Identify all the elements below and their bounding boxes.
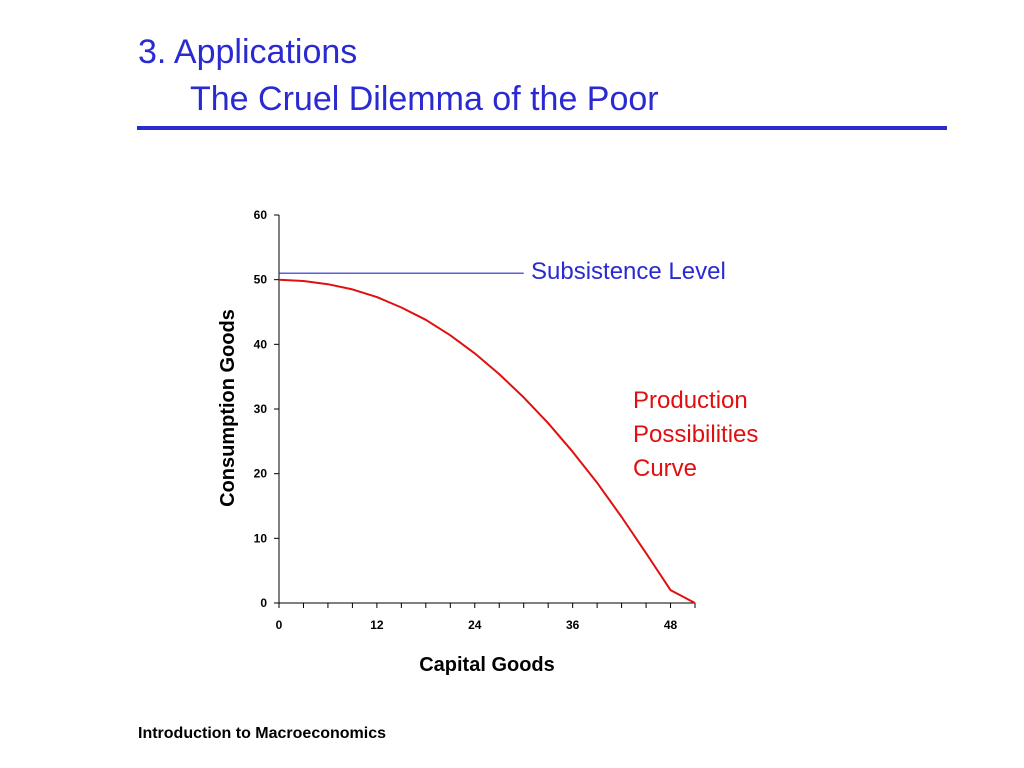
y-axis-title: Consumption Goods	[217, 309, 239, 507]
y-tick-label: 20	[254, 467, 268, 481]
annotation-ppc-line-1: Production	[633, 387, 748, 414]
y-tick-label: 50	[254, 273, 268, 287]
footer-text: Introduction to Macroeconomics	[138, 725, 387, 742]
y-tick-label: 40	[254, 337, 268, 351]
x-tick-label: 36	[566, 618, 580, 632]
x-tick-label: 12	[370, 618, 384, 632]
slide-title-line-2: The Cruel Dilemma of the Poor	[190, 80, 659, 118]
x-tick-label: 24	[468, 618, 482, 632]
y-tick-label: 30	[254, 402, 268, 416]
annotation-ppc-line-2: Possibilities	[633, 421, 758, 448]
ppc-curve	[278, 278, 696, 604]
x-axis-title: Capital Goods	[419, 654, 555, 676]
annotation-ppc-line-3: Curve	[633, 455, 697, 482]
x-tick-label: 0	[276, 618, 283, 632]
annotation-subsistence-level: Subsistence Level	[531, 258, 726, 285]
y-tick-label: 60	[254, 208, 268, 222]
title-underline	[137, 126, 947, 130]
y-tick-label: 0	[260, 596, 267, 610]
y-tick-label: 10	[254, 531, 268, 545]
slide-title-line-1: 3. Applications	[138, 33, 358, 71]
x-tick-label: 48	[664, 618, 678, 632]
